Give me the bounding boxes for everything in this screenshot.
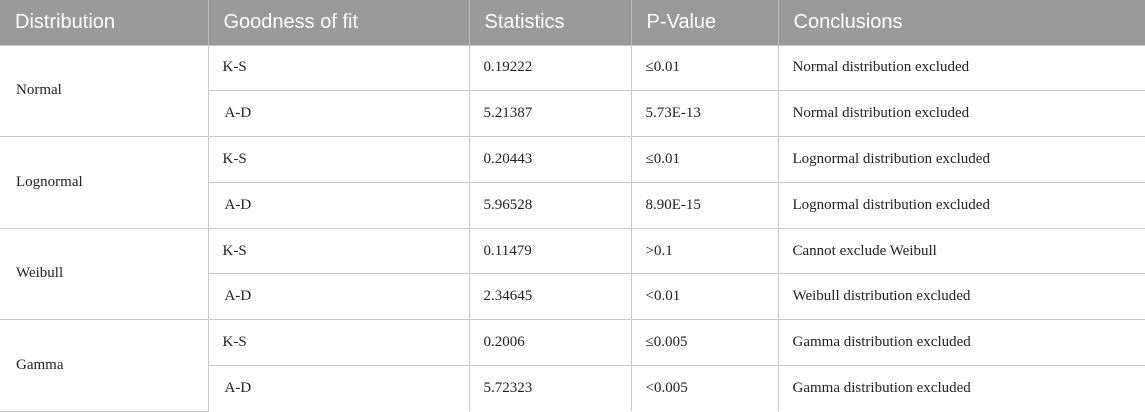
p-value-cell: <0.01 [630,273,779,321]
statistic-cell: 0.2006 [468,319,632,367]
header-conclusions: Conclusions [777,0,1145,45]
statistic-cell: 0.11479 [468,227,632,275]
table-row: A-D 5.96528 8.90E-15 Lognormal distribut… [0,181,1145,229]
p-value-cell: ≤0.01 [630,136,779,183]
conclusion-cell: Normal distribution excluded [777,90,1145,138]
table-row: Lognormal K-S 0.20443 ≤0.01 Lognormal di… [0,136,1145,229]
test-cell: K-S [207,227,470,275]
conclusion-cell: Lognormal distribution excluded [777,136,1145,183]
table-row: A-D 5.72323 <0.005 Gamma distribution ex… [0,365,1145,412]
header-distribution: Distribution [15,10,116,33]
test-cell: A-D [208,365,470,412]
p-value-cell: 5.73E-13 [630,90,779,138]
conclusion-cell: Cannot exclude Weibull [777,227,1145,275]
header-row: Distribution Goodness of fit Statistics … [0,0,1145,45]
table-row: A-D 2.34645 <0.01 Weibull distribution e… [0,273,1145,321]
test-cell: A-D [208,273,470,321]
statistic-cell: 0.19222 [468,44,632,92]
distribution-cell: Gamma [0,319,209,412]
header-goodness-of-fit: Goodness of fit [207,0,469,45]
table-body: Normal K-S 0.19222 ≤0.01 Normal distribu… [0,44,1145,412]
p-value-cell: 8.90E-15 [630,181,779,229]
test-cell: A-D [208,181,470,229]
distribution-cell: Normal [0,44,209,138]
table-row: Gamma K-S 0.2006 ≤0.005 Gamma distributi… [0,319,1145,412]
table-row: Weibull K-S 0.11479 >0.1 Cannot exclude … [0,227,1145,321]
table-header: Distribution Goodness of fit Statistics … [0,0,1145,45]
p-value-cell: >0.1 [630,227,779,275]
statistic-cell: 5.96528 [468,181,632,229]
p-value-cell: ≤0.01 [630,44,779,92]
conclusion-cell: Gamma distribution excluded [777,319,1145,367]
conclusion-cell: Lognormal distribution excluded [777,181,1145,229]
header-p-value: P-Value [630,0,778,45]
test-cell: K-S [207,319,470,367]
p-value-cell: ≤0.005 [630,319,779,367]
test-cell: K-S [207,136,470,183]
test-cell: A-D [208,90,470,138]
conclusion-cell: Gamma distribution excluded [777,365,1145,412]
p-value-cell: <0.005 [630,365,779,412]
statistic-cell: 5.21387 [468,90,632,138]
conclusion-cell: Weibull distribution excluded [777,273,1145,321]
statistic-cell: 0.20443 [468,136,632,183]
distribution-cell: Lognormal [0,136,209,229]
header-statistics: Statistics [468,0,631,45]
statistic-cell: 2.34645 [468,273,632,321]
conclusion-cell: Normal distribution excluded [777,44,1145,92]
distribution-cell: Weibull [0,227,209,321]
table-row: Normal K-S 0.19222 ≤0.01 Normal distribu… [0,44,1145,138]
statistic-cell: 5.72323 [468,365,632,412]
test-cell: K-S [207,44,470,92]
